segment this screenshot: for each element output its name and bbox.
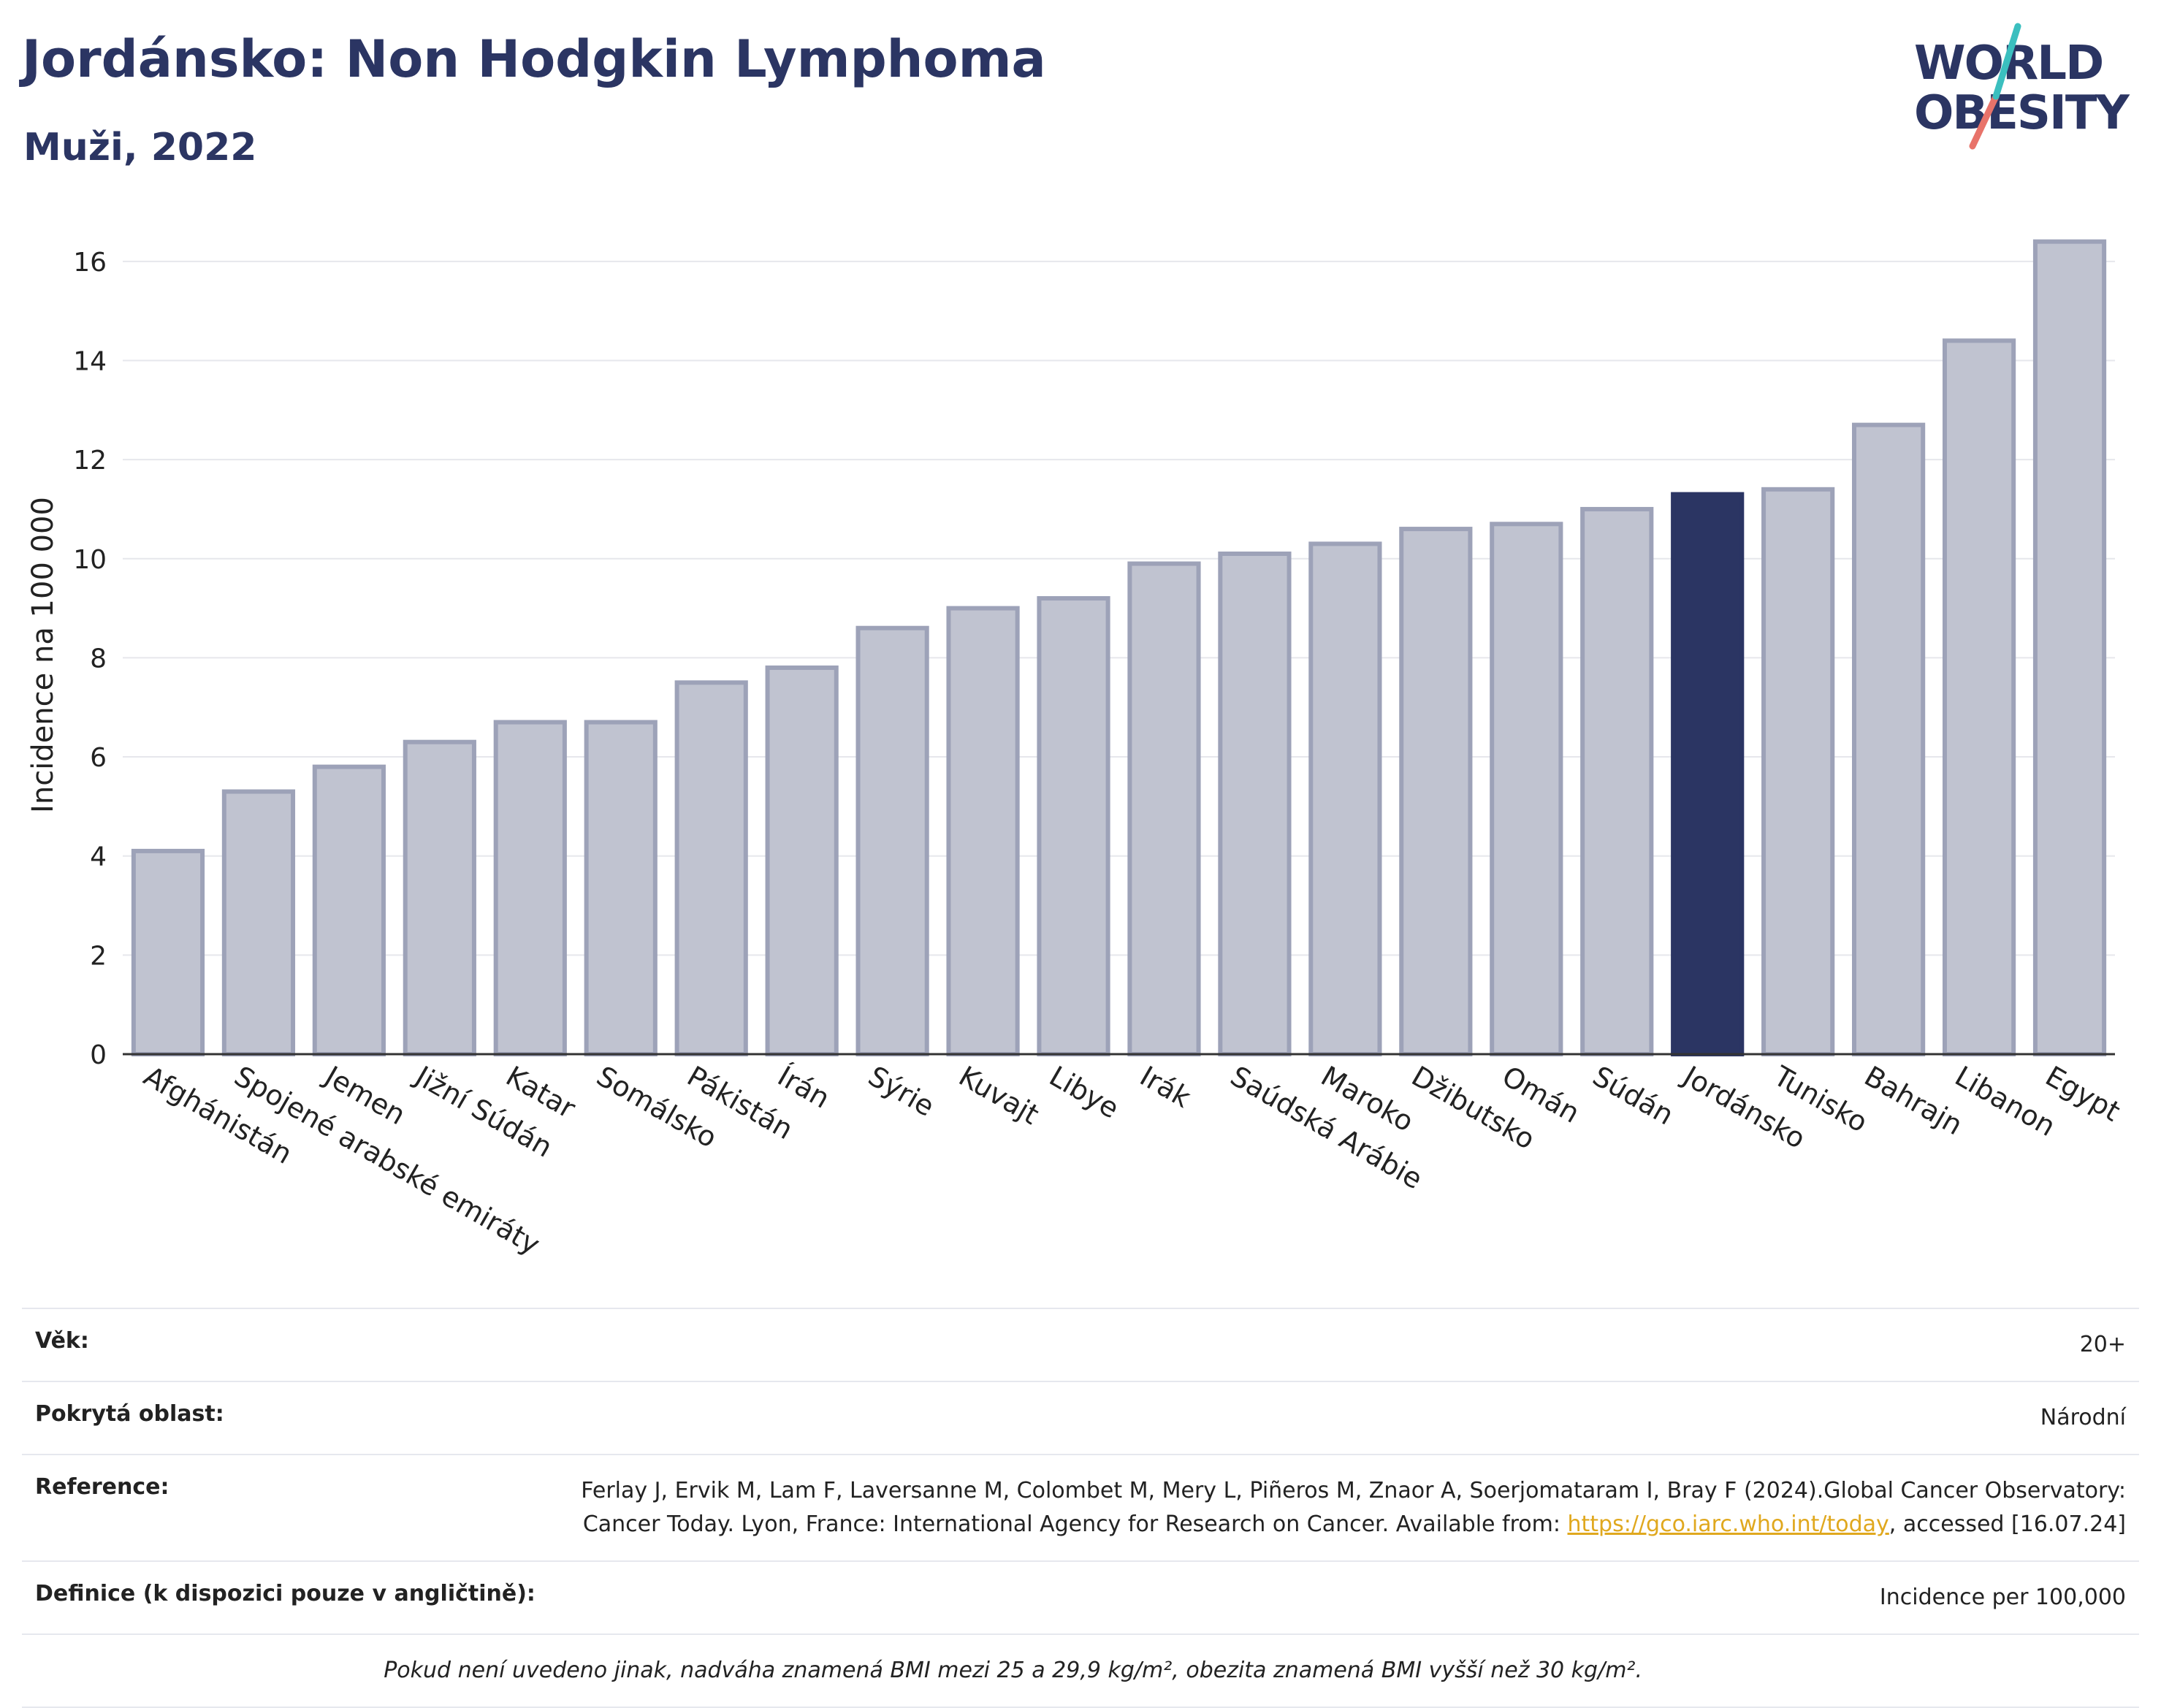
bar (493, 720, 567, 1056)
y-tick-label: 12 (73, 446, 107, 476)
info-table: Věk: 20+ Pokrytá oblast: Národní Referen… (22, 1308, 2139, 1708)
y-tick-label: 10 (73, 545, 107, 575)
bar (2032, 239, 2107, 1057)
logo-line-2: OBESITY (1914, 86, 2130, 140)
x-tick-label: Libye (1044, 1060, 1124, 1125)
bar (131, 848, 205, 1056)
bar (221, 789, 296, 1056)
bar (1399, 527, 1473, 1056)
bar (1852, 422, 1926, 1056)
world-obesity-logo: WORLD OBESITY (1899, 15, 2148, 161)
page-subtitle: Muži, 2022 (23, 126, 257, 169)
bar (1671, 492, 1745, 1056)
y-tick-label: 14 (73, 346, 107, 376)
area-value: Národní (2040, 1405, 2126, 1430)
info-row-age: Věk: 20+ (22, 1309, 2139, 1382)
bar (1580, 506, 1654, 1056)
x-tick-label: Bahrajn (1859, 1060, 1968, 1142)
reference-label: Reference: (35, 1474, 169, 1500)
bar (1037, 596, 1110, 1056)
y-tick-label: 2 (90, 941, 107, 971)
x-tick-label: Kuvajt (953, 1060, 1044, 1131)
bar (1127, 561, 1201, 1056)
x-tick-label: Irák (1135, 1060, 1196, 1114)
bar (1308, 541, 1382, 1056)
bmi-note: Pokud není uvedeno jinak, nadváha znamen… (384, 1658, 1642, 1683)
bar (312, 764, 386, 1056)
reference-accessed: , accessed [16.07.24] (1889, 1511, 2126, 1537)
definition-value: Incidence per 100,000 (1879, 1585, 2126, 1610)
age-label: Věk: (35, 1328, 89, 1354)
reference-text: Ferlay J, Ervik M, Lam F, Laversanne M, … (581, 1478, 2126, 1537)
reference-link[interactable]: https://gco.iarc.who.int/today (1567, 1511, 1889, 1537)
bar (765, 665, 839, 1056)
x-tick-label: Súdán (1588, 1060, 1680, 1132)
y-tick-label: 16 (73, 248, 107, 278)
y-tick-label: 8 (90, 644, 107, 674)
definition-label: Definice (k dispozici pouze v angličtině… (35, 1581, 536, 1606)
info-row-reference: Reference: Ferlay J, Ervik M, Lam F, Lav… (22, 1455, 2139, 1562)
bar (1942, 338, 2016, 1056)
bar (1761, 487, 1835, 1056)
y-tick-labels: 0 2 4 6 8 10 12 14 16 (73, 248, 107, 1070)
y-tick-label: 4 (90, 842, 107, 872)
bar (1490, 522, 1563, 1057)
bar (674, 680, 748, 1057)
bar (1218, 551, 1292, 1056)
bar (584, 720, 658, 1056)
info-row-definition: Definice (k dispozici pouze v angličtině… (22, 1562, 2139, 1635)
y-axis-label: Incidence na 100 000 (26, 497, 60, 813)
bar (403, 739, 476, 1057)
info-row-note: Pokud není uvedeno jinak, nadváha znamen… (22, 1635, 2139, 1708)
area-label: Pokrytá oblast: (35, 1401, 224, 1427)
page-title: Jordánsko: Non Hodgkin Lymphoma (22, 29, 1046, 89)
info-row-area: Pokrytá oblast: Národní (22, 1382, 2139, 1455)
reference-value: Ferlay J, Ervik M, Lam F, Laversanne M, … (519, 1474, 2126, 1541)
x-tick-label: Sýrie (863, 1060, 940, 1123)
y-tick-label: 0 (90, 1040, 107, 1070)
bar (855, 625, 929, 1056)
age-value: 20+ (2079, 1332, 2126, 1357)
x-tick-label: Libanon (1950, 1060, 2061, 1143)
bars (131, 239, 2107, 1057)
logo-slash-icon (1969, 23, 2021, 150)
y-tick-label: 6 (90, 743, 107, 773)
x-tick-label: Írán (772, 1060, 835, 1115)
bar (946, 606, 1020, 1056)
